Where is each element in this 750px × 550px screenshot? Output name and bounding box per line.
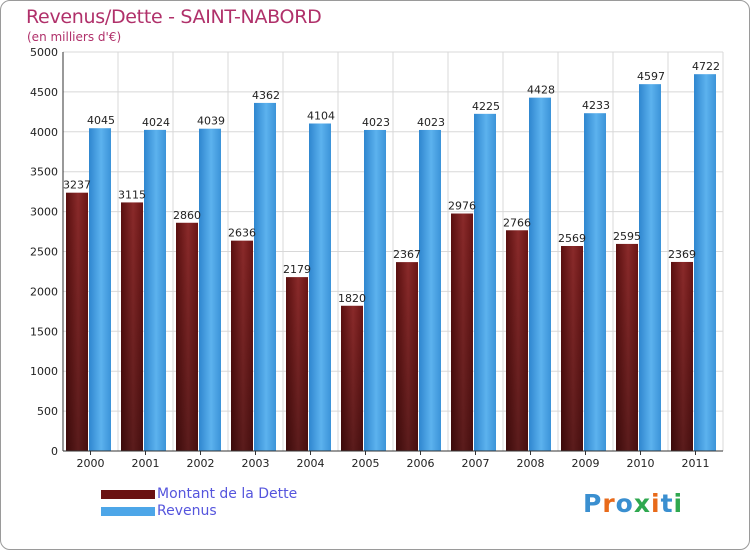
bar-debt-shade [561,245,583,451]
value-label-revenue: 4428 [527,84,555,97]
bar-layer [66,74,716,452]
value-label-debt: 2766 [503,216,531,229]
legend-label-debt: Montant de la Dette [157,486,298,502]
bar-debt-shade [451,213,473,451]
y-tick-label: 500 [37,405,58,418]
logo-letter: i [651,489,661,518]
logo-letter: i [673,489,684,518]
y-tick-label: 1500 [30,325,58,338]
y-tick-label: 0 [51,445,58,458]
x-tick-label: 2004 [297,457,325,470]
y-tick-label: 3000 [30,206,58,219]
value-label-debt: 2179 [283,263,311,276]
value-label-revenue: 4233 [582,99,610,112]
bar-debt-shade [396,262,418,451]
legend-swatch-revenue [101,507,155,516]
bar-revenue [89,128,111,452]
value-label-revenue: 4039 [197,115,225,128]
value-label-revenue: 4024 [142,116,170,129]
bar-revenue [254,102,276,451]
bar-debt-shade [616,243,638,451]
logo-letter: P [583,489,603,518]
value-label-debt: 2976 [448,200,476,213]
logo-letter: r [602,489,616,518]
bar-revenue [474,113,496,451]
x-tick-label: 2006 [407,457,435,470]
bar-debt-shade [671,261,693,451]
y-tick-label: 4000 [30,126,58,139]
value-label-revenue: 4104 [307,110,335,123]
x-tick-label: 2011 [682,457,710,470]
x-tick-label: 2000 [77,457,105,470]
bar-debt-shade [506,230,528,451]
axis-layer: 0 500 1000 1500 2000 2500 3000 3500 4000 4500 5000… [30,46,723,470]
y-tick-label: 4500 [30,86,58,99]
logo-letter: t [660,489,674,518]
bar-revenue [419,129,441,451]
value-label-revenue: 4045 [87,114,115,127]
bar-revenue [639,84,661,452]
x-tick-label: 2008 [517,457,545,470]
bar-debt-shade [286,277,308,451]
bar-debt-shade [66,192,88,452]
bar-revenue [144,129,166,451]
x-tick-label: 2010 [627,457,655,470]
chart-title: Revenus/Dette - SAINT-NABORD [26,6,322,28]
value-label-debt: 2636 [228,227,256,240]
value-label-revenue: 4597 [637,70,665,83]
bar-revenue [364,129,386,451]
y-tick-label: 2000 [30,285,58,298]
bar-debt-shade [231,240,253,451]
proxiti-logo: Proxiti [583,489,683,518]
value-label-revenue: 4023 [362,116,390,129]
bar-revenue [529,97,551,451]
x-tick-label: 2005 [352,457,380,470]
value-label-debt: 2595 [613,230,641,243]
bar-debt-shade [121,202,143,451]
x-tick-label: 2002 [187,457,215,470]
y-tick-label: 2500 [30,246,58,259]
value-label-debt: 2369 [668,248,696,261]
y-tick-label: 3500 [30,166,58,179]
value-label-debt: 3237 [63,179,91,192]
x-tick-label: 2009 [572,457,600,470]
x-tick-label: 2003 [242,457,270,470]
value-label-debt: 2569 [558,232,586,245]
logo-letter: o [615,489,634,518]
value-label-debt: 3115 [118,188,146,201]
label-layer: 3237 4045 3115 4024 2860 4039 2636 4362 2179 4104… [63,60,720,305]
legend-label-revenue: Revenus [157,503,217,519]
bar-debt-shade [341,305,363,451]
bar-debt-shade [176,222,198,451]
value-label-debt: 2367 [393,248,421,261]
logo-letter: x [633,489,651,518]
chart-subtitle: (en milliers d'€) [27,30,122,44]
value-label-revenue: 4362 [252,89,280,102]
y-tick-label: 5000 [30,46,58,59]
bar-revenue [309,123,331,452]
grid-layer [62,51,724,452]
bar-revenue [584,113,606,451]
value-label-revenue: 4722 [692,60,720,73]
x-tick-label: 2001 [132,457,160,470]
value-label-revenue: 4023 [417,116,445,129]
y-tick-label: 1000 [30,365,58,378]
bar-revenue [694,74,716,452]
x-tick-label: 2007 [462,457,490,470]
legend-swatch-debt [101,490,155,499]
value-label-revenue: 4225 [472,100,500,113]
value-label-debt: 1820 [338,292,366,305]
bar-revenue [199,128,221,451]
value-label-debt: 2860 [173,209,201,222]
